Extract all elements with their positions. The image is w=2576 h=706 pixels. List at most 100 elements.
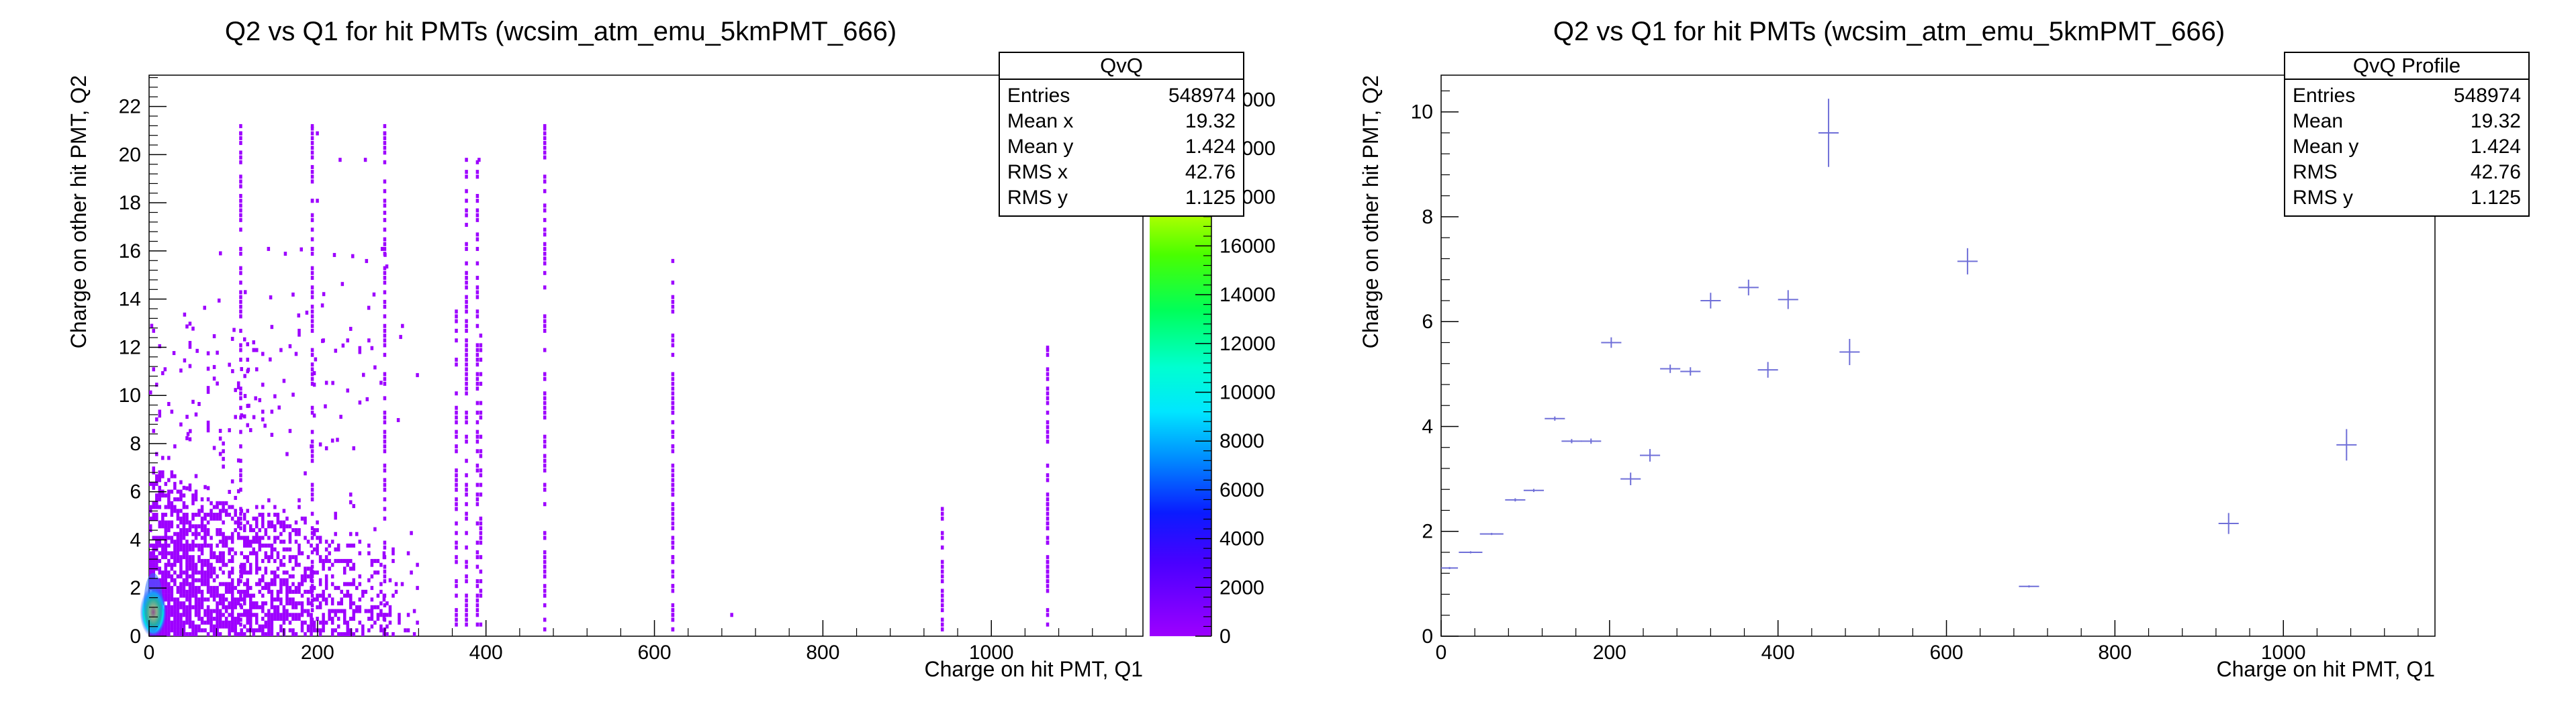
histogram-cell: [185, 578, 189, 583]
histogram-cell: [276, 593, 280, 598]
histogram-cell: [167, 501, 171, 505]
histogram-cell: [475, 555, 479, 560]
histogram-cell: [234, 520, 237, 525]
histogram-cell: [475, 381, 479, 386]
histogram-cell: [410, 531, 413, 536]
profile-y-tick-label: 2: [1422, 521, 1433, 543]
histogram-cell: [170, 540, 174, 544]
histogram-cell: [388, 613, 392, 617]
histogram-cell: [167, 505, 171, 509]
histogram-cell: [236, 381, 240, 386]
profile-x-tick-label: 400: [1761, 642, 1795, 664]
histogram-cell: [167, 617, 171, 621]
histogram-cell: [283, 252, 287, 256]
histogram-cell: [179, 536, 183, 540]
histogram-cell: [242, 555, 246, 560]
histogram-cell: [465, 483, 468, 487]
histogram-cell: [236, 632, 240, 636]
histogram-cell: [185, 520, 189, 525]
histogram-cell: [210, 570, 213, 575]
histogram-cell: [1046, 439, 1050, 444]
histogram-cell: [246, 589, 249, 594]
histogram-cell: [940, 593, 944, 598]
histogram-cell: [246, 367, 250, 372]
histogram-cell: [316, 617, 319, 621]
stats-row-value: 42.76: [2471, 161, 2521, 183]
histogram-cell: [940, 545, 944, 550]
histogram-cell: [228, 586, 231, 591]
histogram-cell: [161, 551, 165, 556]
histogram-cell: [310, 376, 314, 381]
histogram-cell: [383, 420, 387, 425]
histogram-cell: [261, 524, 265, 529]
histogram-cell: [465, 593, 468, 598]
histogram-cell: [543, 410, 547, 415]
histogram-cell: [285, 516, 289, 521]
histogram-cell: [465, 617, 468, 622]
histogram-cell: [236, 520, 240, 525]
histogram-cell: [164, 578, 168, 583]
histogram-cell: [383, 483, 387, 487]
histogram-cell: [291, 617, 295, 621]
histogram-cell: [188, 624, 192, 629]
profile-point: [1700, 293, 1721, 309]
histogram-cell: [543, 627, 547, 632]
histogram-cell: [321, 339, 324, 344]
histogram-cell: [671, 430, 675, 434]
histogram-cell: [212, 617, 216, 621]
histogram-cell: [222, 441, 225, 446]
histogram-cell: [355, 586, 359, 591]
histogram-cell: [239, 603, 242, 607]
histogram-cell: [383, 275, 387, 280]
histogram-cell: [230, 586, 234, 591]
histogram-cell: [173, 551, 177, 556]
histogram-cell: [267, 536, 271, 540]
histogram-cell: [322, 292, 326, 297]
histogram-cell: [228, 582, 231, 587]
histogram-cell: [203, 524, 207, 529]
histogram-cell: [306, 597, 310, 602]
histogram-cell: [1046, 502, 1050, 507]
histogram-cell: [316, 199, 319, 203]
histogram-cell: [191, 543, 195, 548]
histogram-cell: [543, 603, 547, 607]
histogram-cell: [242, 562, 246, 567]
histogram-cell: [400, 582, 404, 587]
histogram-cell: [310, 560, 314, 564]
histogram-cell: [475, 598, 479, 603]
histogram-cell: [543, 203, 547, 208]
histogram-cell: [543, 405, 547, 410]
histogram-cell: [1046, 540, 1050, 545]
histogram-cell: [291, 589, 295, 594]
histogram-cell: [197, 524, 201, 529]
histogram-cell: [383, 299, 387, 304]
histogram-cell: [304, 609, 307, 613]
histogram-cell: [170, 536, 174, 540]
histogram-cell: [255, 601, 259, 606]
histogram-y-tick-label: 20: [119, 144, 141, 166]
histogram-cell: [149, 551, 152, 556]
histogram-cell: [1046, 564, 1050, 569]
histogram-cell: [210, 593, 213, 598]
histogram-cell: [185, 540, 189, 544]
histogram-cell: [218, 624, 222, 629]
histogram-cell: [382, 597, 386, 602]
histogram-cell: [161, 555, 165, 560]
histogram-cell: [170, 409, 174, 414]
histogram-cell: [269, 357, 272, 362]
histogram-cell: [358, 609, 362, 613]
histogram-cell: [1046, 473, 1050, 478]
histogram-cell: [671, 526, 675, 531]
histogram-cell: [1046, 574, 1050, 578]
histogram-cell: [671, 334, 675, 338]
histogram-cell: [216, 593, 219, 598]
histogram-cell: [239, 387, 242, 391]
histogram-cell: [246, 628, 249, 633]
histogram-cell: [479, 372, 483, 376]
histogram-cell: [383, 237, 387, 242]
histogram-cell: [200, 605, 204, 609]
histogram-cell: [276, 520, 280, 525]
histogram-cell: [239, 328, 242, 333]
histogram-cell: [149, 543, 152, 548]
histogram-cell: [234, 624, 237, 629]
